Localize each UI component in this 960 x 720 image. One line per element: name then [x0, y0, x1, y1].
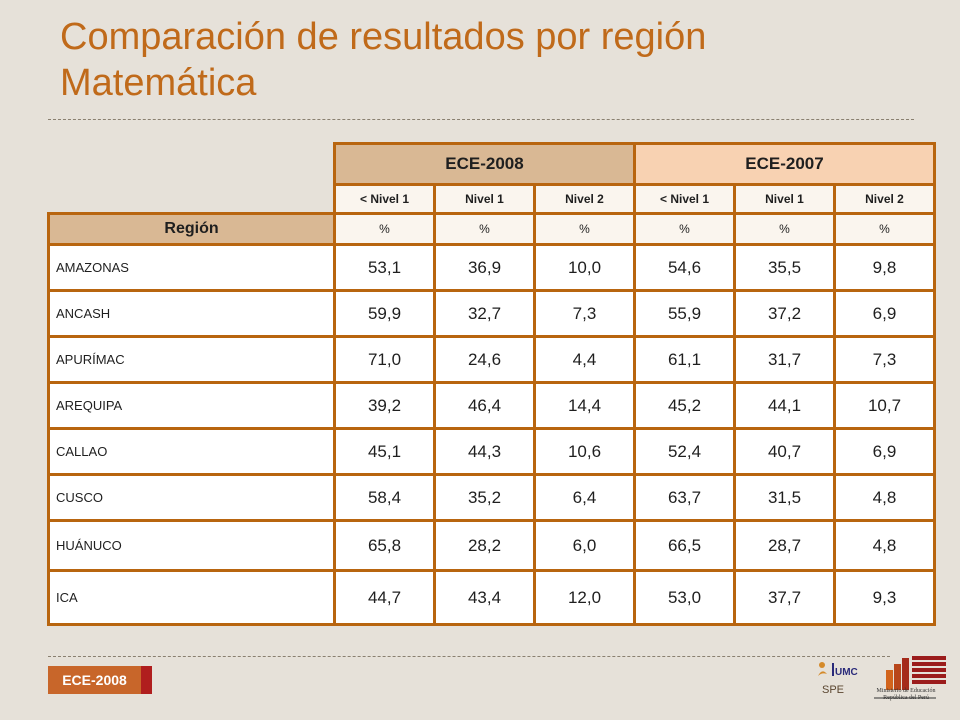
level-header: Nivel 1 — [733, 183, 836, 215]
svg-text:UMC: UMC — [835, 667, 858, 678]
corner-blank — [49, 144, 335, 185]
value-cell: 10,0 — [533, 243, 636, 292]
unit-header: % — [533, 212, 636, 246]
value-cell: 44,1 — [733, 381, 836, 430]
region-name: ANCASH — [47, 289, 336, 338]
value-cell: 71,0 — [333, 335, 436, 384]
level-header: < Nivel 1 — [333, 183, 436, 215]
unit-header: % — [733, 212, 836, 246]
value-cell: 7,3 — [533, 289, 636, 338]
value-cell: 43,4 — [433, 569, 536, 626]
value-cell: 28,7 — [733, 519, 836, 572]
bottom-divider — [48, 656, 890, 657]
level-header: Nivel 1 — [433, 183, 536, 215]
value-cell: 55,9 — [633, 289, 736, 338]
footer-badge: ECE-2008 — [48, 666, 141, 694]
value-cell: 14,4 — [533, 381, 636, 430]
spe-label: SPE — [822, 684, 845, 696]
value-cell: 52,4 — [633, 427, 736, 476]
page-title: Comparación de resultados por región Mat… — [60, 14, 706, 106]
value-cell: 45,2 — [633, 381, 736, 430]
region-column-header: Región — [47, 212, 336, 246]
value-cell: 6,9 — [833, 427, 936, 476]
table-row: HUÁNUCO 65,8 28,2 6,0 66,5 28,7 4,8 — [47, 519, 936, 572]
value-cell: 36,9 — [433, 243, 536, 292]
value-cell: 4,8 — [833, 519, 936, 572]
table-row: CUSCO 58,4 35,2 6,4 63,7 31,5 4,8 — [47, 473, 936, 522]
value-cell: 63,7 — [633, 473, 736, 522]
corner-blank — [49, 185, 335, 214]
table-row: ANCASH 59,9 32,7 7,3 55,9 37,2 6,9 — [47, 289, 936, 338]
ministerio-caption: Ministerio de Educación República del Pe… — [874, 688, 938, 702]
top-divider — [48, 119, 914, 120]
value-cell: 12,0 — [533, 569, 636, 626]
region-name: AREQUIPA — [47, 381, 336, 430]
unit-header: % — [433, 212, 536, 246]
group-header-ece-2008: ECE-2008 — [333, 142, 636, 186]
footer-badge-accent — [141, 666, 152, 694]
value-cell: 7,3 — [833, 335, 936, 384]
value-cell: 53,1 — [333, 243, 436, 292]
ministerio-line-2: República del Perú — [883, 695, 929, 701]
region-name: HUÁNUCO — [47, 519, 336, 572]
unit-header: % — [633, 212, 736, 246]
value-cell: 24,6 — [433, 335, 536, 384]
ministerio-logo-icon — [874, 656, 946, 699]
value-cell: 31,5 — [733, 473, 836, 522]
region-name: CALLAO — [47, 427, 336, 476]
value-cell: 66,5 — [633, 519, 736, 572]
table-row: APURÍMAC 71,0 24,6 4,4 61,1 31,7 7,3 — [47, 335, 936, 384]
unit-header: % — [833, 212, 936, 246]
table-row: AMAZONAS 53,1 36,9 10,0 54,6 35,5 9,8 — [47, 243, 936, 292]
region-name: ICA — [47, 569, 336, 626]
value-cell: 31,7 — [733, 335, 836, 384]
level-header: < Nivel 1 — [633, 183, 736, 215]
value-cell: 58,4 — [333, 473, 436, 522]
table-body: AMAZONAS 53,1 36,9 10,0 54,6 35,5 9,8 ANCASH 59,… — [47, 243, 936, 626]
value-cell: 32,7 — [433, 289, 536, 338]
value-cell: 6,9 — [833, 289, 936, 338]
value-cell: 4,8 — [833, 473, 936, 522]
value-cell: 10,6 — [533, 427, 636, 476]
value-cell: 10,7 — [833, 381, 936, 430]
value-cell: 4,4 — [533, 335, 636, 384]
value-cell: 54,6 — [633, 243, 736, 292]
value-cell: 35,2 — [433, 473, 536, 522]
region-name: CUSCO — [47, 473, 336, 522]
value-cell: 44,7 — [333, 569, 436, 626]
value-cell: 6,0 — [533, 519, 636, 572]
value-cell: 44,3 — [433, 427, 536, 476]
value-cell: 37,2 — [733, 289, 836, 338]
value-cell: 61,1 — [633, 335, 736, 384]
title-line-1: Comparación de resultados por región — [60, 16, 707, 58]
level-header: Nivel 2 — [833, 183, 936, 215]
value-cell: 59,9 — [333, 289, 436, 338]
value-cell: 35,5 — [733, 243, 836, 292]
value-cell: 9,3 — [833, 569, 936, 626]
value-cell: 40,7 — [733, 427, 836, 476]
results-table: ECE-2008 ECE-2007 < Nivel 1 Nivel 1 Nive… — [47, 142, 936, 626]
table-row: CALLAO 45,1 44,3 10,6 52,4 40,7 6,9 — [47, 427, 936, 476]
table-row: ICA 44,7 43,4 12,0 53,0 37,7 9,3 — [47, 569, 936, 626]
unit-header: % — [333, 212, 436, 246]
value-cell: 28,2 — [433, 519, 536, 572]
title-line-2: Matemática — [60, 62, 257, 104]
value-cell: 39,2 — [333, 381, 436, 430]
region-name: APURÍMAC — [47, 335, 336, 384]
group-header-ece-2007: ECE-2007 — [633, 142, 936, 186]
value-cell: 9,8 — [833, 243, 936, 292]
value-cell: 37,7 — [733, 569, 836, 626]
table-row: AREQUIPA 39,2 46,4 14,4 45,2 44,1 10,7 — [47, 381, 936, 430]
region-name: AMAZONAS — [47, 243, 336, 292]
value-cell: 45,1 — [333, 427, 436, 476]
value-cell: 6,4 — [533, 473, 636, 522]
umc-logo-icon: UMC — [818, 662, 858, 678]
ministerio-line-1: Ministerio de Educación — [876, 688, 936, 694]
value-cell: 46,4 — [433, 381, 536, 430]
value-cell: 53,0 — [633, 569, 736, 626]
level-header: Nivel 2 — [533, 183, 636, 215]
value-cell: 65,8 — [333, 519, 436, 572]
